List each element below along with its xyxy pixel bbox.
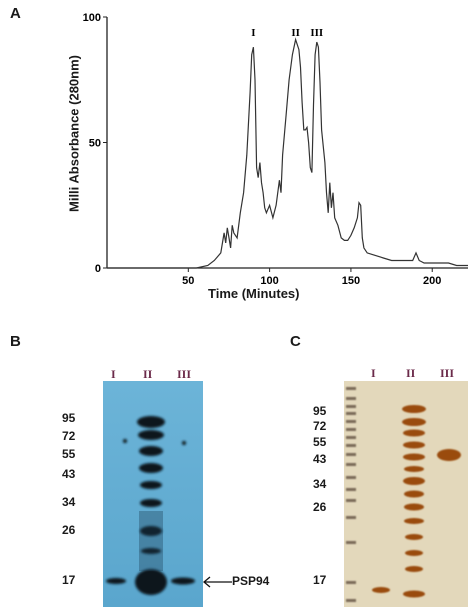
gel-band <box>405 566 423 572</box>
gel-b-marker-43: 43 <box>62 467 76 481</box>
panel-b-letter: B <box>10 333 21 350</box>
gel-c-marker-26: 26 <box>313 500 327 514</box>
gel-b-lane-label-2: II <box>143 367 153 381</box>
gel-band <box>403 477 425 485</box>
gel-band <box>437 449 461 461</box>
blot-band <box>106 578 126 584</box>
gel-c-marker-95: 95 <box>313 404 327 418</box>
ladder-band <box>346 444 356 447</box>
blot-band <box>137 416 165 428</box>
gel-b-lane-label-3: III <box>177 367 192 381</box>
ladder-band <box>346 405 356 408</box>
blot-band <box>138 430 164 440</box>
blot-band <box>123 439 127 443</box>
ladder-band <box>346 428 356 431</box>
ladder-band <box>346 420 356 423</box>
blot-band <box>135 569 167 595</box>
x-tick-label: 100 <box>260 275 278 287</box>
gel-band <box>405 534 423 540</box>
blot-band <box>140 481 162 489</box>
blot-band <box>140 499 162 507</box>
gel-b-marker-72: 72 <box>62 429 76 443</box>
western-blot-image <box>103 381 203 607</box>
gel-c-lane-label-2: II <box>406 366 416 380</box>
peak-label: I <box>251 27 255 39</box>
gel-band <box>403 453 425 461</box>
gel-band <box>372 587 390 593</box>
gel-b-marker-95: 95 <box>62 411 76 425</box>
x-tick-label: 150 <box>342 275 360 287</box>
gel-c-marker-17: 17 <box>313 573 327 587</box>
gel-band <box>403 590 425 598</box>
y-tick-label: 0 <box>95 263 101 275</box>
gel-band <box>402 418 426 426</box>
gel-b-marker-55: 55 <box>62 447 76 461</box>
silver-stain-gel-image <box>344 381 468 607</box>
gel-band <box>403 429 425 437</box>
y-tick-label: 100 <box>83 12 101 24</box>
gel-c-lane-label-1: I <box>371 366 376 380</box>
gel-c-marker-55: 55 <box>313 435 327 449</box>
ladder-band <box>346 463 356 466</box>
absorbance-trace <box>107 37 468 269</box>
ladder-band <box>346 436 356 439</box>
gel-c-marker-43: 43 <box>313 452 327 466</box>
ladder-band <box>346 397 356 400</box>
blot-band <box>141 548 161 554</box>
gel-band <box>402 405 426 413</box>
gel-c-lane-label-3: III <box>440 366 455 380</box>
gel-band <box>404 518 424 524</box>
x-axis-title: Time (Minutes) <box>208 286 300 301</box>
blot-band <box>139 463 163 473</box>
gel-band <box>404 503 424 511</box>
ladder-band <box>346 412 356 415</box>
ladder-band <box>346 387 356 390</box>
ladder-band <box>346 581 356 584</box>
ladder-band <box>346 499 356 502</box>
x-tick-label: 50 <box>182 275 194 287</box>
peak-label: III <box>310 27 323 39</box>
y-axis-title: Milli Absorbance (280nm) <box>66 55 82 212</box>
y-tick-label: 50 <box>89 138 101 150</box>
gel-band <box>404 490 424 498</box>
ladder-band <box>346 488 356 491</box>
gel-c-marker-34: 34 <box>313 477 327 491</box>
blot-band <box>171 577 195 585</box>
ladder-band <box>346 453 356 456</box>
x-tick-label: 200 <box>423 275 441 287</box>
gel-b-marker-17: 17 <box>62 573 76 587</box>
psp94-label: PSP94 <box>232 574 270 588</box>
panel-c-letter: C <box>290 333 301 350</box>
ladder-band <box>346 516 356 519</box>
blot-band <box>182 441 186 445</box>
panel-a-letter: A <box>10 5 21 22</box>
gel-band <box>405 550 423 556</box>
gel-band <box>404 466 424 472</box>
blot-band <box>140 526 162 536</box>
ladder-band <box>346 476 356 479</box>
ladder-band <box>346 599 356 602</box>
gel-b-marker-34: 34 <box>62 495 76 509</box>
psp94-arrow <box>202 576 232 588</box>
blot-band <box>139 446 163 456</box>
peak-label: II <box>291 27 300 39</box>
ladder-band <box>346 541 356 544</box>
gel-b-lane-label-1: I <box>111 367 116 381</box>
gel-c-marker-72: 72 <box>313 419 327 433</box>
gel-b-marker-26: 26 <box>62 523 76 537</box>
gel-band <box>403 441 425 449</box>
